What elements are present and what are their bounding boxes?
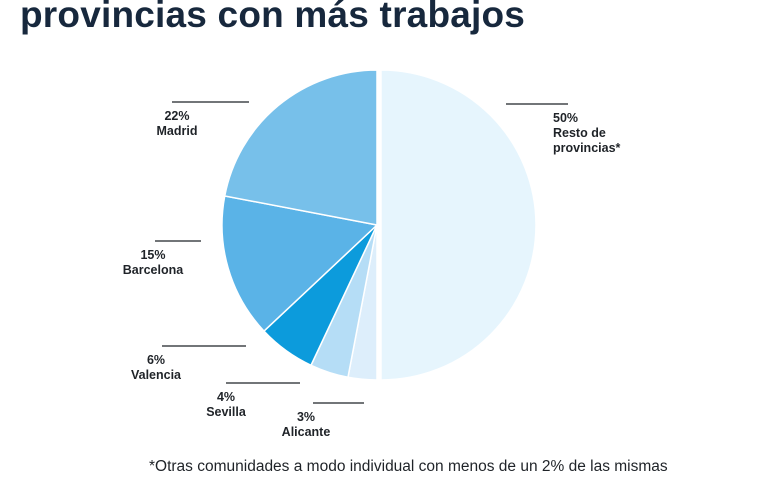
slice-value-label: 4% [217, 390, 235, 404]
slice-label-valencia: 6% Valencia [131, 353, 182, 382]
slice-name-label: Resto de [553, 126, 606, 140]
leader-lines [155, 101, 568, 404]
pie-slice-madrid [223, 69, 378, 226]
slice-labels: 50% Resto de provincias* 3% Alicante 4% Sevill… [123, 109, 621, 439]
slice-label-resto-de-provincias: 50% Resto de provincias* [553, 111, 621, 155]
chart-title: provincias con más trabajos [20, 0, 526, 35]
slice-name-label: Sevilla [206, 405, 247, 419]
slice-value-label: 3% [297, 410, 315, 424]
slice-value-label: 15% [140, 248, 165, 262]
slice-value-label: 50% [553, 111, 578, 125]
slice-name-label: Valencia [131, 368, 182, 382]
footnote: *Otras comunidades a modo individual con… [149, 458, 668, 475]
pie-slices [221, 69, 537, 381]
slice-name-label: Alicante [282, 425, 331, 439]
slice-label-alicante: 3% Alicante [282, 410, 331, 439]
slice-value-label: 22% [164, 109, 189, 123]
pie-slice-resto-de-provincias [380, 69, 537, 381]
slice-name-label: Barcelona [123, 263, 184, 277]
slice-name-label: Madrid [157, 124, 198, 138]
pie-slice-barcelona [221, 195, 379, 333]
slice-label-sevilla: 4% Sevilla [206, 390, 247, 419]
slice-value-label: 6% [147, 353, 165, 367]
slice-label-madrid: 22% Madrid [157, 109, 198, 138]
slice-name-label: provincias* [553, 141, 621, 155]
slice-label-barcelona: 15% Barcelona [123, 248, 184, 277]
